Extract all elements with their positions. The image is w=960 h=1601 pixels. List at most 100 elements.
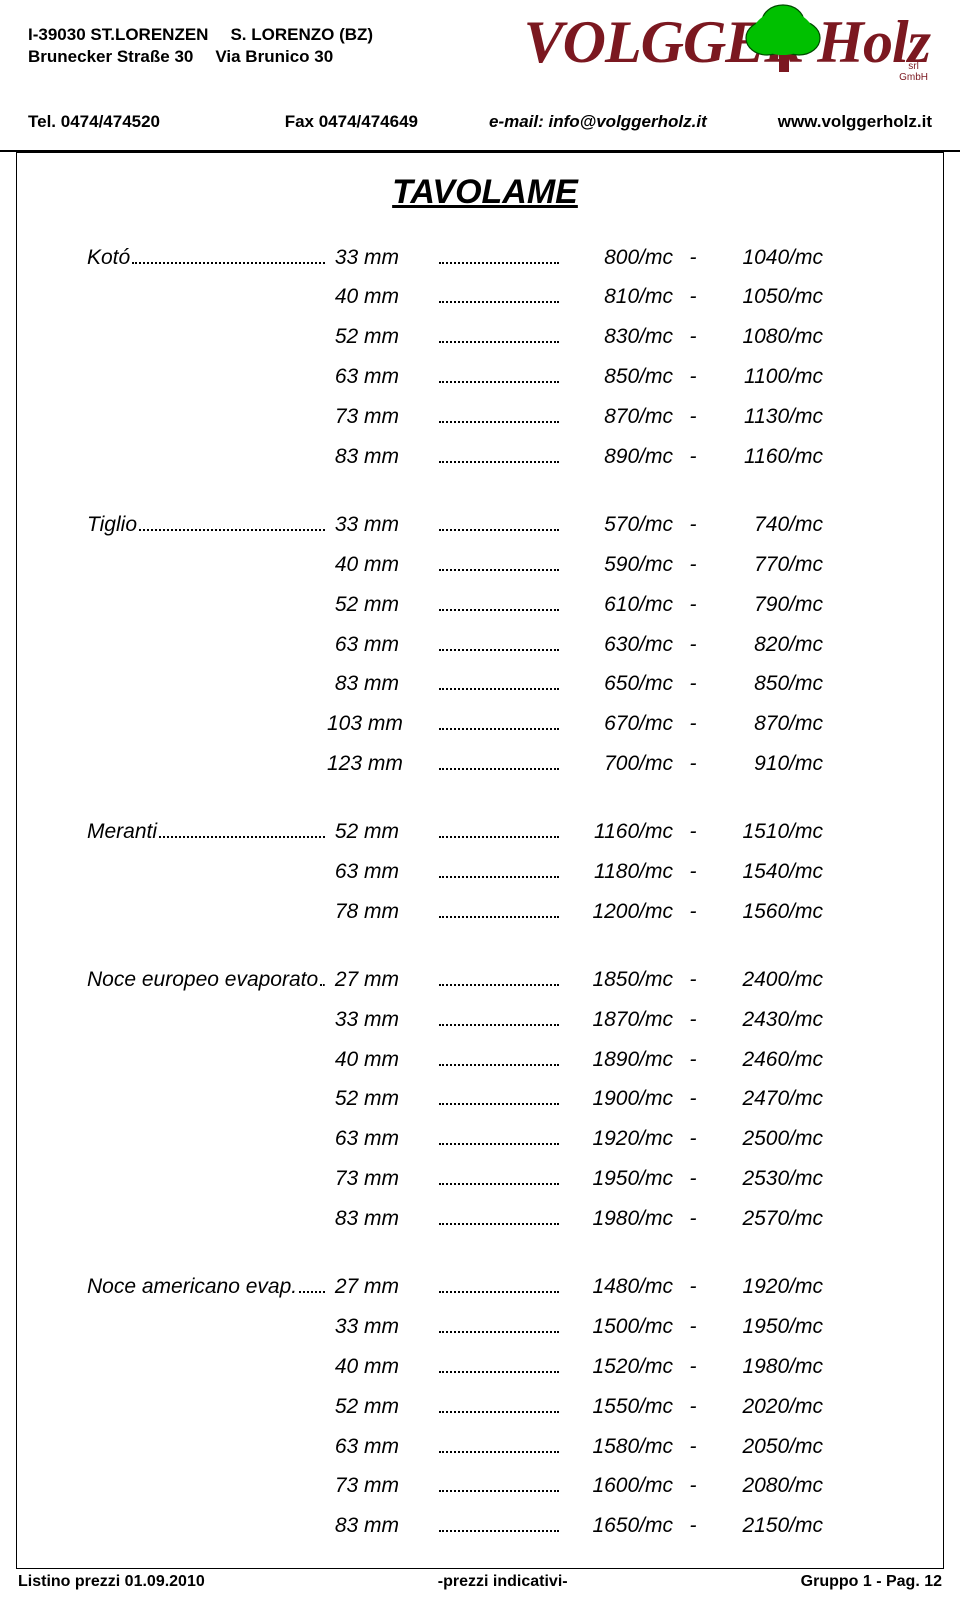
price-high: 1160/mc [713,437,823,477]
price-high: 1130/mc [713,397,823,437]
price-low: 1980/mc [563,1199,673,1239]
price-low: 570/mc [563,505,673,545]
thickness-value: 27 mm [327,1267,399,1307]
thickness-cell: 40 mm [327,277,435,317]
thickness-value: 52 mm [327,1079,399,1119]
price-row: 52 mm610/mc-790/mc [87,585,883,625]
price-row: 123 mm700/mc-910/mc [87,744,883,784]
price-low: 670/mc [563,704,673,744]
price-high: 740/mc [713,505,823,545]
price-row: 40 mm1520/mc-1980/mc [87,1347,883,1387]
price-separator: - [673,437,713,477]
brand-legal: srl GmbH [899,62,928,83]
leader-dots [139,529,325,531]
leader-dots [439,529,559,531]
thickness-cell: 27 mm [327,1267,435,1307]
thickness-cell: 103 mm [327,704,435,744]
price-high: 1560/mc [713,892,823,932]
price-row: 63 mm1580/mc-2050/mc [87,1427,883,1467]
price-high: 910/mc [713,744,823,784]
thickness-value: 33 mm [327,1000,399,1040]
price-high: 2430/mc [713,1000,823,1040]
email: e-mail: info@volggerholz.it [489,112,707,132]
leader-dots [439,1064,559,1066]
price-low: 1200/mc [563,892,673,932]
species-name: Kotó [87,238,130,278]
price-low: 830/mc [563,317,673,357]
price-low: 1890/mc [563,1040,673,1080]
thickness-cell: 83 mm [327,664,435,704]
thickness-value: 63 mm [327,357,399,397]
telephone: Tel. 0474/474520 [28,112,160,132]
thickness-cell: 73 mm [327,1159,435,1199]
thickness-value: 83 mm [327,664,399,704]
price-low: 1160/mc [563,812,673,852]
price-separator: - [673,1427,713,1467]
price-separator: - [673,1347,713,1387]
price-block: Kotó33 mm800/mc-1040/mc40 mm810/mc-1050/… [87,238,883,477]
price-row: 52 mm830/mc-1080/mc [87,317,883,357]
price-low: 1580/mc [563,1427,673,1467]
price-high: 770/mc [713,545,823,585]
price-high: 850/mc [713,664,823,704]
price-separator: - [673,585,713,625]
price-low: 1180/mc [563,852,673,892]
price-separator: - [673,625,713,665]
price-separator: - [673,1506,713,1546]
thickness-value: 33 mm [327,505,399,545]
price-row: 63 mm630/mc-820/mc [87,625,883,665]
thickness-value: 33 mm [327,1307,399,1347]
price-separator: - [673,238,713,278]
thickness-value: 83 mm [327,437,399,477]
thickness-cell: 33 mm [327,505,435,545]
thickness-value: 40 mm [327,277,399,317]
thickness-cell: 40 mm [327,545,435,585]
price-separator: - [673,1199,713,1239]
price-block: Noce europeo evaporato27 mm1850/mc-2400/… [87,960,883,1239]
leader-dots [439,1223,559,1225]
thickness-cell: 63 mm [327,625,435,665]
price-row: 83 mm890/mc-1160/mc [87,437,883,477]
price-high: 2080/mc [713,1466,823,1506]
thickness-cell: 123 mm [327,744,435,784]
thickness-value: 63 mm [327,852,399,892]
leader-dots [439,1024,559,1026]
price-separator: - [673,397,713,437]
price-separator: - [673,744,713,784]
address-street-a: Brunecker Straße 30 [28,46,193,68]
price-low: 1550/mc [563,1387,673,1427]
price-high: 1510/mc [713,812,823,852]
price-row: 83 mm1980/mc-2570/mc [87,1199,883,1239]
leader-dots [439,1451,559,1453]
leader-dots [439,1183,559,1185]
price-separator: - [673,1040,713,1080]
leader-dots [439,836,559,838]
price-low: 1600/mc [563,1466,673,1506]
price-separator: - [673,505,713,545]
thickness-cell: 63 mm [327,852,435,892]
thickness-value: 123 mm [327,744,399,784]
address-city-a: I-39030 ST.LORENZEN [28,24,208,46]
species-name: Tiglio [87,505,137,545]
price-row: 40 mm590/mc-770/mc [87,545,883,585]
price-high: 1050/mc [713,277,823,317]
thickness-cell: 52 mm [327,1079,435,1119]
thickness-value: 40 mm [327,545,399,585]
thickness-cell: 52 mm [327,1387,435,1427]
leader-dots [439,1490,559,1492]
footer-page: Gruppo 1 - Pag. 12 [801,1573,942,1591]
price-low: 610/mc [563,585,673,625]
price-high: 2470/mc [713,1079,823,1119]
price-low: 800/mc [563,238,673,278]
price-row: 78 mm1200/mc-1560/mc [87,892,883,932]
thickness-cell: 78 mm [327,892,435,932]
contact-row: Tel. 0474/474520 Fax 0474/474649 e-mail:… [28,112,932,132]
price-high: 870/mc [713,704,823,744]
tree-icon [741,2,825,79]
thickness-cell: 52 mm [327,317,435,357]
price-low: 1870/mc [563,1000,673,1040]
price-row: Noce europeo evaporato27 mm1850/mc-2400/… [87,960,883,1000]
price-row: 63 mm1180/mc-1540/mc [87,852,883,892]
price-row: 52 mm1900/mc-2470/mc [87,1079,883,1119]
thickness-value: 73 mm [327,397,399,437]
